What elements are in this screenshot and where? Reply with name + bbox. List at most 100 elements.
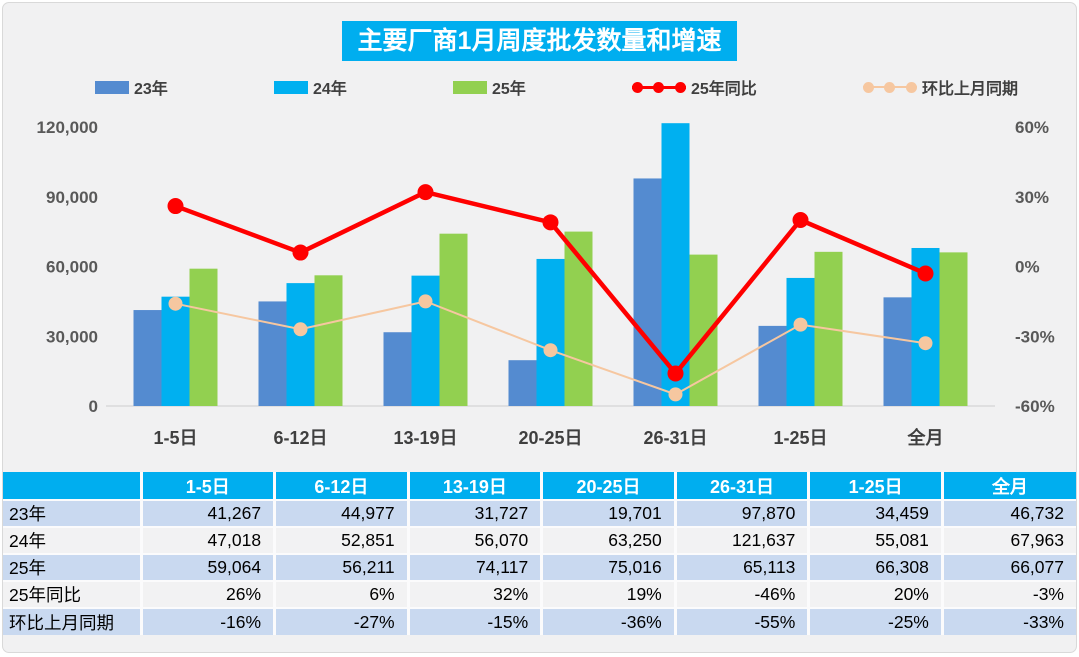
cell: 31,727 — [406, 499, 542, 527]
left-axis-tick: 120,000 — [37, 118, 98, 137]
legend-label: 25年 — [491, 81, 526, 98]
table-header-row: 1-5日 6-12日 13-19日 20-25日 26-31日 1-25日 全月 — [3, 472, 1076, 500]
data-point-25年同比-1-25日 — [792, 212, 809, 228]
bar-25年-6-12日 — [314, 275, 343, 406]
table-row-24年: 24年 47,018 52,851 56,070 63,250 121,637 55,081… — [3, 526, 1076, 554]
cell: -15% — [406, 607, 542, 635]
bar-24年-1-5日 — [161, 296, 190, 406]
cell: -46% — [673, 580, 809, 608]
data-point-环比上月同期-1-5日 — [168, 296, 183, 311]
left-axis-tick: 60,000 — [46, 258, 98, 277]
cell: 74,117 — [406, 553, 542, 581]
legend-item-25年同比: 25年同比 — [631, 75, 757, 99]
table-row-25年: 25年 59,064 56,211 74,117 75,016 65,113 66,308 6… — [3, 553, 1076, 581]
legend-item-23年: 23年 — [95, 75, 168, 99]
cell: 66,308 — [807, 553, 943, 581]
cell: 66,077 — [940, 553, 1076, 581]
bar-23年-全月 — [883, 297, 912, 406]
line-series-25年同比 — [167, 184, 934, 382]
category-label: 13-19日 — [393, 428, 457, 448]
cell: 56,211 — [273, 553, 409, 581]
row-label: 24年 — [3, 526, 141, 554]
right-axis-tick: 0% — [1015, 258, 1040, 277]
data-point-25年同比-20-25日 — [542, 214, 559, 231]
header-cell: 1-5日 — [139, 472, 275, 500]
bar-25年-20-25日 — [564, 231, 593, 406]
category-label: 6-12日 — [273, 428, 327, 448]
bar-series-24年 — [161, 123, 940, 407]
cell: 59,064 — [139, 553, 275, 581]
data-point-25年同比-全月 — [917, 265, 934, 282]
data-point-25年同比-13-19日 — [417, 184, 434, 201]
right-axis-tick: 60% — [1015, 118, 1049, 137]
legend-line-swatch-icon — [631, 81, 686, 94]
data-point-环比上月同期-1-25日 — [793, 317, 808, 332]
bar-23年-20-25日 — [508, 360, 537, 406]
cell: 121,637 — [673, 526, 809, 554]
table-row-环比上月同期: 环比上月同期 -16% -27% -15% -36% -55% -25% -33% — [3, 607, 1076, 635]
bar-23年-6-12日 — [258, 301, 287, 406]
cell: 63,250 — [540, 526, 676, 554]
category-label: 全月 — [907, 427, 944, 448]
header-cell: 6-12日 — [273, 472, 409, 500]
cell: -55% — [673, 607, 809, 635]
cell: 19,701 — [540, 499, 676, 527]
bar-24年-6-12日 — [286, 283, 315, 406]
row-label: 环比上月同期 — [3, 607, 141, 635]
data-table: 1-5日 6-12日 13-19日 20-25日 26-31日 1-25日 全月 23年 41… — [3, 472, 1076, 635]
cell: 65,113 — [673, 553, 809, 581]
data-point-环比上月同期-13-19日 — [418, 294, 433, 309]
cell: 34,459 — [807, 499, 943, 527]
cell: 55,081 — [807, 526, 943, 554]
category-label: 20-25日 — [518, 428, 582, 448]
right-axis-tick: 30% — [1015, 188, 1049, 207]
chart-title: 主要厂商1月周度批发数量和增速 — [341, 21, 738, 61]
left-axis-tick: 90,000 — [46, 188, 98, 207]
cell: 32% — [406, 580, 542, 608]
cell: -16% — [139, 607, 275, 635]
bar-23年-26-31日 — [633, 178, 662, 406]
legend-bar-swatch-icon — [452, 80, 487, 94]
legend-item-25年: 25年 — [452, 75, 526, 99]
legend-label: 环比上月同期 — [921, 81, 1018, 98]
cell: 67,963 — [940, 526, 1076, 554]
cell: -25% — [807, 607, 943, 635]
legend-label: 24年 — [312, 81, 347, 98]
right-axis-tick: -60% — [1015, 397, 1055, 416]
bar-series-23年 — [133, 178, 912, 406]
legend-bar-swatch-icon — [273, 80, 308, 94]
cell: 52,851 — [273, 526, 409, 554]
cell: 46,732 — [940, 499, 1076, 527]
bar-25年-13-19日 — [439, 233, 468, 406]
table-header: 1-5日 6-12日 13-19日 20-25日 26-31日 1-25日 全月 — [3, 472, 1076, 500]
legend-item-24年: 24年 — [273, 75, 347, 99]
legend-label: 23年 — [134, 81, 168, 98]
right-axis-tick: -30% — [1015, 327, 1055, 346]
chart-legend: 23年 24年 25年 25年同比 环比上月同期 — [95, 76, 1018, 98]
cell: 44,977 — [273, 499, 409, 527]
legend-label: 25年同比 — [690, 81, 757, 98]
bar-25年-1-5日 — [189, 268, 218, 406]
table-row-25年同比: 25年同比 26% 6% 32% 19% -46% 20% -3% — [3, 580, 1076, 608]
legend-line-swatch-icon — [862, 81, 917, 94]
combo-chart: 0 30,000 60,000 90,000 120,000 -60% -30% 0% 30% 6… — [37, 118, 1055, 448]
cell: 97,870 — [673, 499, 809, 527]
data-point-环比上月同期-6-12日 — [293, 322, 308, 337]
cell: 47,018 — [139, 526, 275, 554]
table-row-23年: 23年 41,267 44,977 31,727 19,701 97,870 34,459 4… — [3, 499, 1076, 527]
cell: -33% — [940, 607, 1076, 635]
legend-item-环比上月同期: 环比上月同期 — [862, 75, 1018, 99]
left-axis-tick: 30,000 — [46, 327, 98, 346]
category-label: 1-5日 — [153, 428, 197, 448]
bar-24年-20-25日 — [536, 258, 565, 406]
cell: 56,070 — [406, 526, 542, 554]
row-label: 25年同比 — [3, 580, 141, 608]
cell: 19% — [540, 580, 676, 608]
data-point-25年同比-1-5日 — [167, 198, 184, 215]
left-axis-tick: 0 — [89, 397, 98, 416]
category-label: 1-25日 — [773, 428, 827, 448]
cell: -27% — [273, 607, 409, 635]
cell: 75,016 — [540, 553, 676, 581]
bar-25年-全月 — [939, 252, 968, 406]
